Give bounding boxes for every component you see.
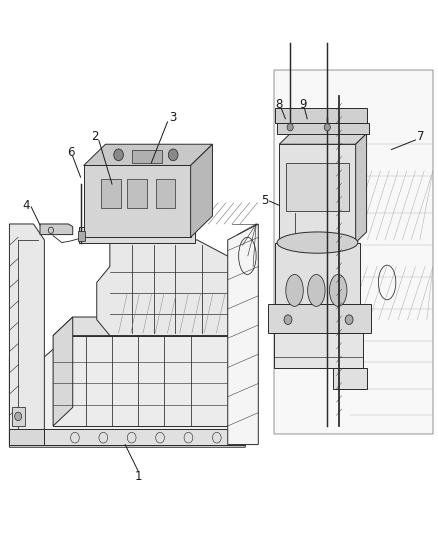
Text: 9: 9 [299,98,307,111]
Polygon shape [97,240,247,336]
Polygon shape [84,144,212,165]
Text: 5: 5 [261,193,268,207]
Polygon shape [332,368,367,389]
Polygon shape [10,224,44,445]
Circle shape [114,149,124,161]
Polygon shape [53,317,73,426]
Bar [127,179,147,208]
Text: 7: 7 [417,130,425,143]
Polygon shape [79,227,195,243]
Polygon shape [275,108,367,123]
Polygon shape [277,123,369,134]
Polygon shape [53,317,247,336]
Polygon shape [44,429,245,445]
Ellipse shape [329,274,347,306]
Polygon shape [53,336,228,426]
Polygon shape [84,165,191,237]
Polygon shape [228,224,258,445]
Polygon shape [268,304,371,333]
Text: 8: 8 [276,98,283,111]
Polygon shape [356,134,367,243]
Polygon shape [40,224,73,235]
Text: 6: 6 [67,146,74,159]
Bar [78,231,85,241]
Circle shape [287,124,293,131]
Bar [155,179,175,208]
Polygon shape [275,243,360,304]
Polygon shape [274,333,363,368]
Text: 1: 1 [134,470,142,483]
Circle shape [14,412,21,421]
Bar [12,407,25,426]
Polygon shape [279,144,356,243]
Circle shape [168,149,178,161]
Circle shape [284,315,292,325]
Polygon shape [10,429,44,445]
Polygon shape [191,144,212,237]
Bar [101,179,121,208]
Ellipse shape [277,232,358,253]
Circle shape [324,124,330,131]
Ellipse shape [286,274,303,306]
Polygon shape [279,134,367,144]
Polygon shape [274,70,433,434]
Polygon shape [10,330,245,447]
Text: 3: 3 [170,111,177,124]
Text: 4: 4 [22,199,30,212]
Circle shape [345,315,353,325]
Ellipse shape [307,274,325,306]
Bar [286,163,349,211]
Text: 2: 2 [91,130,98,143]
Bar [132,150,162,163]
